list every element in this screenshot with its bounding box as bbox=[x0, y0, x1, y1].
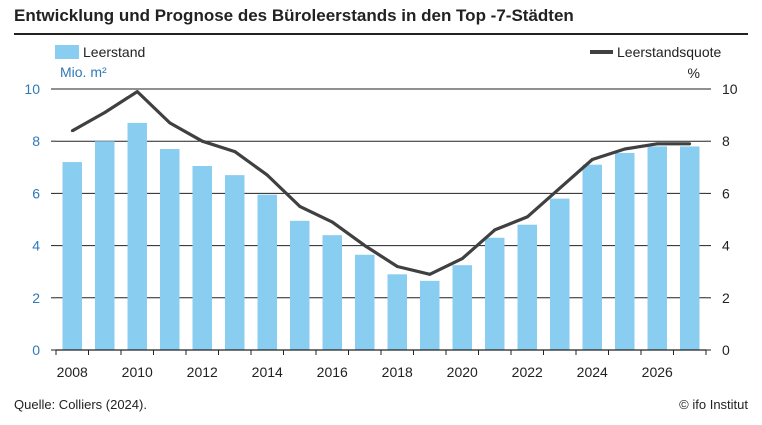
credit-note: © ifo Institut bbox=[679, 397, 748, 412]
line-point bbox=[558, 186, 562, 190]
bar bbox=[225, 175, 245, 350]
line-point bbox=[655, 142, 659, 146]
bar bbox=[127, 122, 147, 351]
chart-title: Entwicklung und Prognose des Büroleersta… bbox=[14, 6, 574, 25]
bar bbox=[680, 146, 700, 350]
y-left-tick-label: 0 bbox=[32, 342, 40, 358]
line-point bbox=[428, 272, 432, 276]
line-point bbox=[298, 205, 302, 208]
line-point bbox=[70, 129, 74, 133]
x-tick-label: 2014 bbox=[252, 364, 283, 380]
bar bbox=[257, 194, 277, 350]
line-point bbox=[688, 142, 692, 146]
bar bbox=[550, 198, 570, 350]
bar bbox=[615, 152, 635, 350]
left-axis-unit: Mio. m² bbox=[60, 64, 107, 80]
x-tick-label: 2008 bbox=[57, 364, 88, 380]
line-point bbox=[135, 90, 139, 94]
line-point bbox=[395, 265, 399, 268]
x-tick-label: 2012 bbox=[187, 364, 218, 380]
y-right-tick-label: 8 bbox=[722, 133, 730, 149]
bar bbox=[647, 146, 667, 350]
tick-labels: 0 2 4 6 8 10 0 2 4 6 8 10 2008 2010 2012 2014 2016 2018 20… bbox=[24, 81, 737, 380]
line-point bbox=[460, 257, 464, 261]
bar bbox=[62, 162, 82, 350]
line-point bbox=[590, 158, 594, 161]
line-point bbox=[623, 147, 627, 151]
y-left-tick-label: 8 bbox=[32, 133, 40, 149]
legend-label-leerstand: Leerstand bbox=[83, 44, 145, 60]
bar bbox=[355, 254, 375, 350]
x-tick-label: 2018 bbox=[382, 364, 413, 380]
x-tick-label: 2010 bbox=[122, 364, 153, 380]
title-rule bbox=[14, 33, 748, 35]
y-left-tick-label: 2 bbox=[32, 290, 40, 306]
grid-lines bbox=[56, 88, 706, 299]
bar bbox=[452, 265, 472, 350]
legend-swatch-leerstand bbox=[55, 45, 79, 59]
quote-line bbox=[70, 89, 692, 276]
y-left-tick-label: 10 bbox=[24, 81, 40, 97]
x-tick-label: 2016 bbox=[317, 364, 348, 380]
bar bbox=[322, 235, 342, 350]
y-right-tick-label: 6 bbox=[722, 185, 730, 201]
x-tick-label: 2022 bbox=[512, 364, 543, 380]
line-point bbox=[363, 244, 367, 248]
y-right-tick-label: 0 bbox=[722, 342, 730, 358]
bar bbox=[517, 224, 537, 350]
bar bbox=[95, 141, 115, 350]
bar bbox=[290, 220, 310, 350]
line-point bbox=[525, 215, 529, 219]
line-point bbox=[200, 139, 204, 143]
series-line bbox=[71, 89, 690, 276]
line-point bbox=[233, 150, 237, 154]
y-left-tick-label: 4 bbox=[32, 238, 40, 254]
y-right-tick-label: 2 bbox=[722, 290, 730, 306]
line-point bbox=[265, 173, 269, 177]
bar bbox=[192, 165, 212, 350]
line-point bbox=[168, 121, 172, 125]
bar bbox=[582, 164, 602, 350]
legend-label-leerstandsquote: Leerstandsquote bbox=[617, 44, 722, 60]
y-right-tick-label: 4 bbox=[722, 238, 730, 254]
bar bbox=[420, 280, 440, 350]
y-left-tick-label: 6 bbox=[32, 185, 40, 201]
right-axis-unit: % bbox=[688, 65, 700, 81]
line-point bbox=[330, 220, 334, 224]
line-point bbox=[493, 228, 497, 232]
axes bbox=[51, 88, 711, 355]
y-right-tick-label: 10 bbox=[722, 81, 738, 97]
legend: Leerstand Leerstandsquote bbox=[55, 44, 722, 60]
x-tick-label: 2024 bbox=[577, 364, 608, 380]
source-note: Quelle: Colliers (2024). bbox=[14, 397, 147, 412]
bar bbox=[160, 149, 180, 350]
x-tick-label: 2026 bbox=[642, 364, 673, 380]
x-tick-label: 2020 bbox=[447, 364, 478, 380]
bar bbox=[387, 274, 407, 350]
bars bbox=[62, 122, 700, 351]
bar bbox=[485, 237, 505, 350]
line-point bbox=[103, 111, 107, 114]
